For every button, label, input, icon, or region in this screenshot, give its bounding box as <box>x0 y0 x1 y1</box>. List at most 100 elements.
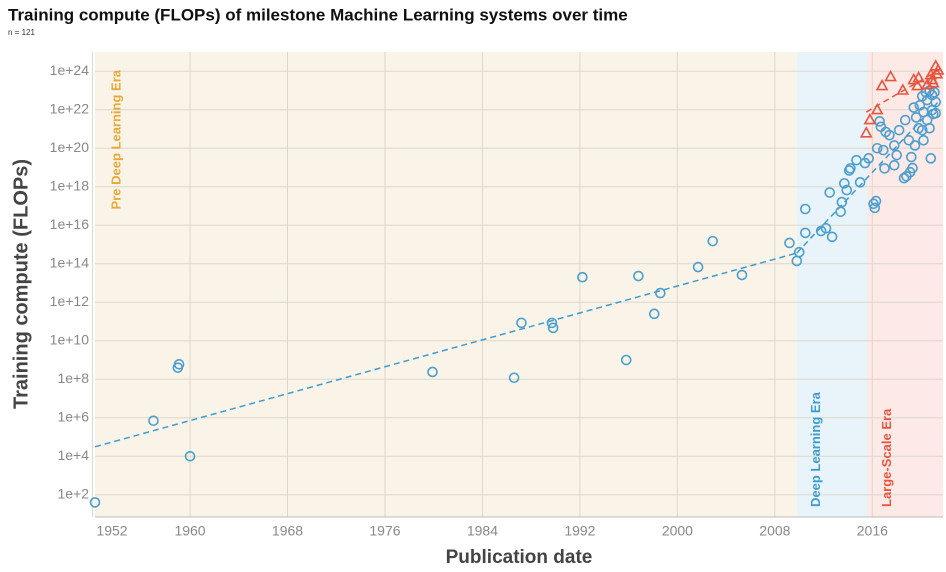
point <box>800 203 811 215</box>
point <box>620 354 632 366</box>
y-tick-label: 1e+16 <box>50 216 90 232</box>
point <box>875 78 889 91</box>
point <box>173 358 185 370</box>
point <box>707 235 719 247</box>
x-tick-label: 1984 <box>467 523 498 539</box>
point <box>427 366 438 378</box>
point <box>835 206 846 218</box>
point <box>784 237 795 249</box>
y-tick-label: 1e+14 <box>50 254 90 270</box>
point <box>891 149 903 161</box>
point <box>508 372 520 384</box>
x-tick-label: 1952 <box>96 523 127 539</box>
era-band <box>95 52 797 517</box>
chart-subtitle: n = 121 <box>8 28 35 37</box>
point <box>648 308 660 320</box>
era-label: Pre Deep Learning Era <box>108 69 123 209</box>
y-tick-label: 1e+4 <box>57 447 89 463</box>
point <box>836 196 848 208</box>
point <box>89 497 101 508</box>
point <box>845 163 856 174</box>
point <box>907 72 921 85</box>
y-tick-label: 1e+18 <box>50 177 90 193</box>
point <box>874 116 885 127</box>
x-axis-label: Publication date <box>446 547 593 568</box>
x-tick-label: 2016 <box>857 523 888 539</box>
point <box>896 83 910 95</box>
point <box>884 129 895 141</box>
point <box>930 96 941 108</box>
point <box>148 415 159 427</box>
point <box>906 151 917 163</box>
point <box>841 184 853 196</box>
point <box>888 140 900 151</box>
point <box>871 142 883 154</box>
point <box>918 134 929 146</box>
point <box>909 140 921 151</box>
era-label: Deep Learning Era <box>808 391 823 507</box>
era-band <box>867 52 943 517</box>
point <box>899 114 911 126</box>
point <box>898 172 910 184</box>
point <box>916 124 928 136</box>
point <box>884 69 897 82</box>
point <box>925 153 937 164</box>
x-tick-label: 1968 <box>272 523 303 539</box>
point <box>516 317 527 329</box>
point <box>793 246 805 258</box>
point <box>736 269 748 281</box>
x-tick-label: 2008 <box>759 523 790 539</box>
y-tick-label: 1e+24 <box>50 62 90 78</box>
x-tick-label: 1960 <box>174 523 205 539</box>
x-tick-label: 1992 <box>564 523 595 539</box>
x-tick-label: 2000 <box>662 523 693 539</box>
point <box>930 107 941 119</box>
point <box>908 102 920 113</box>
y-tick-label: 1e+10 <box>50 331 90 347</box>
point <box>870 195 882 207</box>
point <box>826 231 838 243</box>
point <box>869 202 881 214</box>
point <box>903 134 915 146</box>
point <box>912 70 925 83</box>
point <box>800 227 811 239</box>
point <box>577 271 588 283</box>
point <box>546 317 558 329</box>
point <box>910 112 922 123</box>
point <box>924 122 935 134</box>
y-tick-label: 1e+20 <box>50 139 90 155</box>
y-tick-label: 1e+6 <box>57 408 89 424</box>
x-tick-label: 1976 <box>369 523 400 539</box>
point <box>863 153 874 164</box>
point <box>854 177 866 188</box>
point <box>839 178 850 189</box>
chart-title: Training compute (FLOPs) of milestone Ma… <box>8 5 628 24</box>
point <box>863 112 877 125</box>
era-label: Large-Scale Era <box>879 408 894 507</box>
y-tick-label: 1e+2 <box>57 485 89 501</box>
trend-line <box>94 252 797 448</box>
point <box>184 450 196 462</box>
point <box>888 160 900 171</box>
point <box>870 102 884 115</box>
point <box>907 162 918 174</box>
point <box>859 126 873 138</box>
point <box>929 87 940 98</box>
point <box>926 76 940 88</box>
point <box>893 124 905 136</box>
point <box>911 78 924 91</box>
point <box>655 287 666 299</box>
y-tick-label: 1e+22 <box>50 100 90 116</box>
y-tick-label: 1e+12 <box>50 293 90 309</box>
point <box>547 322 559 334</box>
point <box>877 144 889 156</box>
point <box>820 222 832 234</box>
y-axis-label: Training compute (FLOPs) <box>10 159 32 409</box>
point <box>692 261 704 273</box>
point <box>879 163 890 174</box>
y-tick-label: 1e+8 <box>57 370 89 386</box>
point <box>633 270 644 282</box>
point <box>931 63 945 75</box>
era-band <box>796 52 868 517</box>
